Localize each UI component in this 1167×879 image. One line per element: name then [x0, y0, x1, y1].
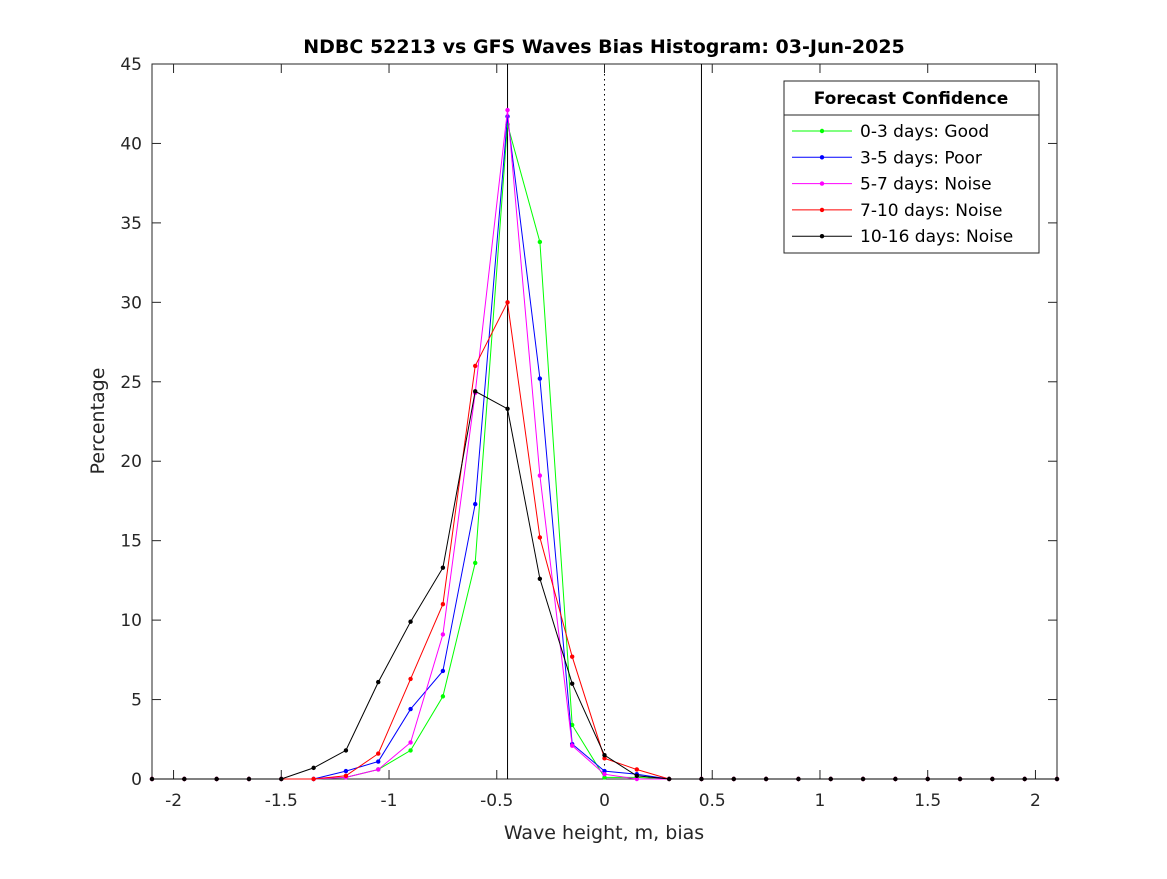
data-point-0-3-days-good: [473, 560, 478, 566]
data-point-7-10-days-noise: [569, 654, 575, 659]
data-point-5-7-days-noise: [505, 107, 510, 113]
data-point-10-16-days-noise: [893, 776, 898, 782]
data-point-0-3-days-good: [440, 694, 446, 699]
y-tick-label: 25: [120, 373, 142, 393]
x-tick-label: 0.5: [699, 791, 726, 811]
data-point-10-16-days-noise: [731, 776, 736, 782]
y-tick-label: 20: [120, 452, 142, 472]
y-axis-label: Percentage: [87, 368, 109, 475]
chart-title: NDBC 52213 vs GFS Waves Bias Histogram: …: [303, 36, 905, 58]
data-point-10-16-days-noise: [537, 576, 543, 581]
x-tick-label: -0.5: [480, 791, 513, 811]
data-point-7-10-days-noise: [376, 751, 381, 756]
legend-box: [783, 80, 1040, 254]
x-axis-label: Wave height, m, bias: [504, 822, 704, 844]
data-point-10-16-days-noise: [957, 776, 963, 782]
data-point-7-10-days-noise: [473, 363, 478, 369]
data-point-10-16-days-noise: [440, 565, 446, 570]
data-point-5-7-days-noise: [376, 767, 381, 772]
data-point-10-16-days-noise: [666, 776, 672, 782]
data-point-7-10-days-noise: [505, 300, 510, 305]
data-point-7-10-days-noise: [311, 776, 316, 782]
y-tick-label: 35: [120, 214, 142, 234]
data-point-10-16-days-noise: [634, 773, 640, 779]
legend-label-5-7-days-noise: 5-7 days: Noise: [860, 175, 992, 195]
data-point-10-16-days-noise: [279, 776, 284, 782]
data-point-10-16-days-noise: [311, 765, 316, 771]
data-point-7-10-days-noise: [634, 767, 640, 772]
y-tick-label: 45: [120, 55, 142, 75]
data-point-3-5-days-poor: [602, 768, 607, 774]
data-point-3-5-days-poor: [537, 376, 543, 381]
data-point-10-16-days-noise: [602, 752, 607, 758]
y-tick-label: 0: [131, 770, 142, 790]
data-point-10-16-days-noise: [182, 776, 187, 782]
x-tick-label: -1: [381, 791, 398, 811]
x-tick-label: 0: [599, 791, 610, 811]
data-point-0-3-days-good: [408, 748, 413, 753]
x-tick-label: -1.5: [265, 791, 298, 811]
data-point-5-7-days-noise: [537, 473, 543, 478]
data-point-7-10-days-noise: [343, 773, 349, 779]
data-point-10-16-days-noise: [408, 619, 413, 624]
legend-label-0-3-days-good: 0-3 days: Good: [860, 122, 989, 142]
x-tick-label: 2: [1030, 791, 1041, 811]
x-tick-label: -2: [165, 791, 182, 811]
data-point-5-7-days-noise: [634, 776, 640, 782]
data-point-0-3-days-good: [602, 775, 607, 780]
legend: Forecast Confidence 0-3 days: Good 3-5 da…: [783, 80, 1040, 254]
data-point-5-7-days-noise: [440, 632, 446, 637]
data-point-10-16-days-noise: [699, 776, 704, 782]
data-point-7-10-days-noise: [440, 602, 446, 607]
x-tick-label: 1.5: [914, 791, 941, 811]
data-point-5-7-days-noise: [602, 772, 607, 777]
data-point-10-16-days-noise: [505, 406, 510, 411]
data-point-0-3-days-good: [537, 239, 543, 245]
data-point-3-5-days-poor: [376, 759, 381, 764]
data-point-3-5-days-poor: [473, 501, 478, 507]
data-point-3-5-days-poor: [408, 706, 413, 712]
data-point-10-16-days-noise: [990, 776, 995, 782]
data-point-10-16-days-noise: [246, 776, 252, 782]
data-point-10-16-days-noise: [214, 776, 219, 782]
legend-marker-0-3-days-good: [819, 128, 825, 134]
data-point-10-16-days-noise: [376, 679, 381, 685]
data-point-10-16-days-noise: [149, 776, 155, 782]
y-tick-label: 5: [131, 691, 142, 711]
data-point-5-7-days-noise: [569, 743, 575, 748]
data-point-10-16-days-noise: [473, 389, 478, 394]
legend-title: Forecast Confidence: [814, 89, 1009, 109]
data-point-10-16-days-noise: [1054, 776, 1060, 782]
data-point-10-16-days-noise: [860, 776, 866, 782]
data-point-10-16-days-noise: [828, 776, 833, 782]
data-point-3-5-days-poor: [343, 768, 349, 774]
y-tick-label: 30: [120, 293, 142, 313]
data-point-7-10-days-noise: [602, 756, 607, 761]
legend-label-7-10-days-noise: 7-10 days: Noise: [860, 201, 1002, 221]
data-point-10-16-days-noise: [569, 681, 575, 686]
legend-marker-5-7-days-noise: [819, 181, 825, 186]
data-point-10-16-days-noise: [343, 748, 349, 753]
y-tick-label: 40: [120, 134, 142, 154]
data-point-10-16-days-noise: [1022, 776, 1027, 782]
legend-entries: 0-3 days: Good 3-5 days: Poor 5-7 days: No…: [792, 122, 1013, 247]
data-point-7-10-days-noise: [408, 676, 413, 682]
legend-marker-10-16-days-noise: [819, 234, 825, 239]
legend-label-10-16-days-noise: 10-16 days: Noise: [860, 227, 1013, 247]
data-point-5-7-days-noise: [408, 740, 413, 745]
data-point-10-16-days-noise: [925, 776, 930, 782]
y-tick-label: 10: [120, 611, 142, 631]
legend-marker-3-5-days-poor: [819, 155, 825, 160]
data-point-3-5-days-poor: [440, 668, 446, 674]
data-point-10-16-days-noise: [763, 776, 769, 782]
legend-marker-7-10-days-noise: [819, 207, 825, 213]
data-point-10-16-days-noise: [796, 776, 801, 782]
y-tick-label: 15: [120, 532, 142, 552]
x-tick-label: 1: [815, 791, 826, 811]
legend-label-3-5-days-poor: 3-5 days: Poor: [860, 148, 982, 168]
data-point-7-10-days-noise: [537, 535, 543, 540]
